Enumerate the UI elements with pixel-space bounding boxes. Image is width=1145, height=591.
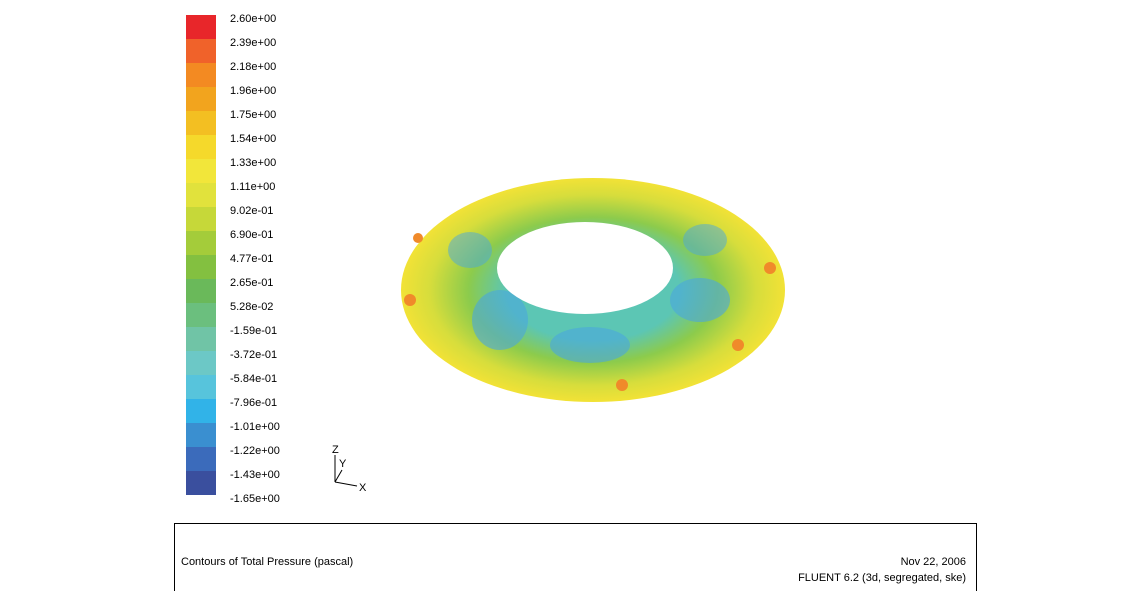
colorbar-swatch [186, 471, 216, 495]
high-pressure-spot [732, 339, 744, 351]
colorbar-swatch [186, 135, 216, 159]
colorbar-label: 1.54e+00 [230, 133, 276, 145]
colorbar-label: 9.02e-01 [230, 205, 273, 217]
axis-z-label: Z [332, 444, 339, 456]
colorbar-label: 2.18e+00 [230, 61, 276, 73]
colorbar-swatch [186, 447, 216, 471]
colorbar-label: 6.90e-01 [230, 229, 273, 241]
colorbar-swatch [186, 279, 216, 303]
colorbar-label: 1.33e+00 [230, 157, 276, 169]
colorbar-swatch [186, 15, 216, 39]
colorbar-swatch [186, 231, 216, 255]
colorbar-swatch [186, 327, 216, 351]
colorbar-label: 4.77e-01 [230, 253, 273, 265]
colorbar-swatch [186, 111, 216, 135]
colorbar-label: -1.59e-01 [230, 325, 277, 337]
colorbar-label: -1.65e+00 [230, 493, 280, 505]
caption-software: FLUENT 6.2 (3d, segregated, ske) [798, 572, 966, 584]
colorbar-label: 2.65e-01 [230, 277, 273, 289]
colorbar-swatch [186, 255, 216, 279]
colorbar-label: 1.96e+00 [230, 85, 276, 97]
low-pressure-patch [683, 224, 727, 256]
colorbar-label: -3.72e-01 [230, 349, 277, 361]
colorbar-swatch [186, 351, 216, 375]
contour-ring [401, 178, 785, 402]
axis-y-label: Y [339, 458, 347, 470]
colorbar-swatch [186, 207, 216, 231]
colorbar-label: 5.28e-02 [230, 301, 273, 313]
axis-x-line [335, 482, 357, 486]
colorbar-label: -1.22e+00 [230, 445, 280, 457]
colorbar-swatch [186, 39, 216, 63]
caption-date: Nov 22, 2006 [901, 556, 966, 568]
colorbar-swatch [186, 375, 216, 399]
colorbar-label: -1.43e+00 [230, 469, 280, 481]
high-pressure-spot [413, 233, 423, 243]
colorbar-swatch [186, 183, 216, 207]
colorbar-label: -5.84e-01 [230, 373, 277, 385]
colorbar: 2.60e+00 2.39e+00 2.18e+00 1.96e+00 1.75e+00… [186, 13, 280, 505]
colorbar-swatch [186, 87, 216, 111]
colorbar-label: 1.75e+00 [230, 109, 276, 121]
ring-hole [497, 222, 673, 314]
colorbar-label: -7.96e-01 [230, 397, 277, 409]
colorbar-label: 2.60e+00 [230, 13, 276, 25]
colorbar-swatch [186, 423, 216, 447]
low-pressure-patch [472, 290, 528, 350]
colorbar-swatch [186, 399, 216, 423]
high-pressure-spot [616, 379, 628, 391]
low-pressure-patch [670, 278, 730, 322]
axis-x-label: X [359, 482, 367, 494]
low-pressure-patch [550, 327, 630, 363]
colorbar-swatch [186, 303, 216, 327]
colorbar-label: 1.11e+00 [230, 181, 275, 193]
caption-title: Contours of Total Pressure (pascal) [181, 556, 353, 568]
colorbar-label: -1.01e+00 [230, 421, 280, 433]
low-pressure-patch [448, 232, 492, 268]
high-pressure-spot [764, 262, 776, 274]
colorbar-swatch [186, 159, 216, 183]
high-pressure-spot [404, 294, 416, 306]
colorbar-swatch [186, 63, 216, 87]
colorbar-label: 2.39e+00 [230, 37, 276, 49]
fluent-view: 2.60e+00 2.39e+00 2.18e+00 1.96e+00 1.75e+00… [0, 0, 1145, 591]
page: 2.60e+00 2.39e+00 2.18e+00 1.96e+00 1.75e+00… [0, 0, 1145, 591]
axis-y-line [335, 470, 342, 482]
